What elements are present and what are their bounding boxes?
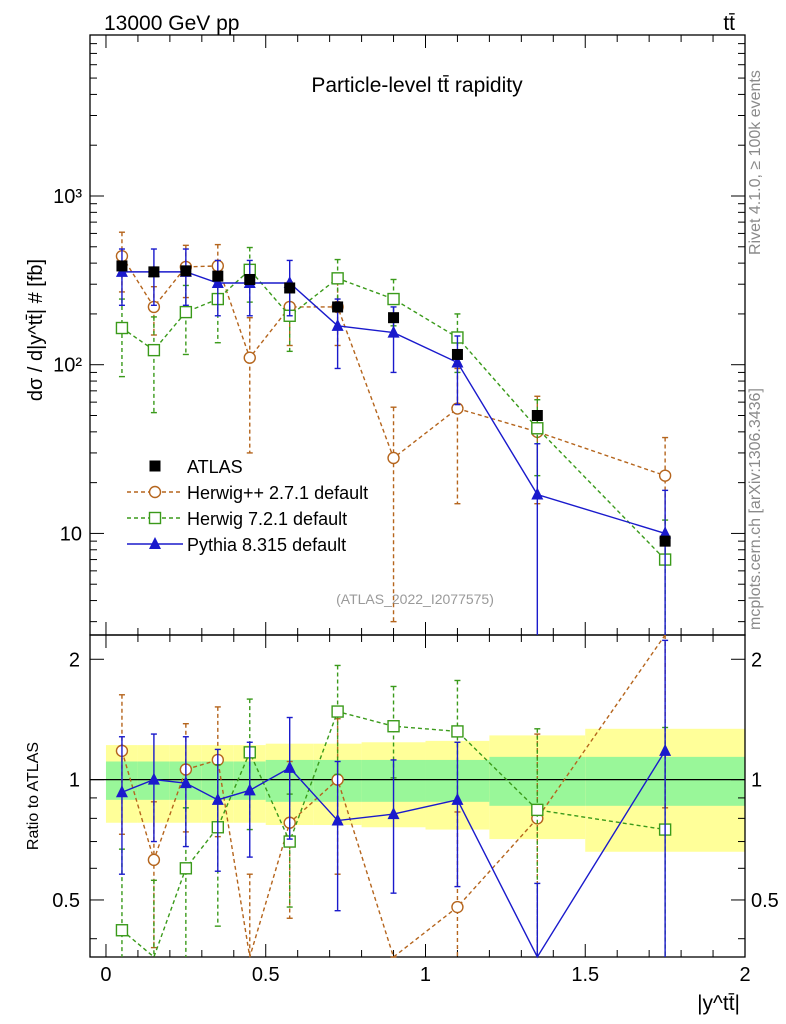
legend-label: ATLAS	[187, 457, 243, 477]
ratio-point	[115, 924, 129, 937]
data-point	[211, 276, 224, 289]
ratio-tick-label: 1	[69, 770, 80, 792]
data-point	[212, 270, 224, 282]
data-point	[451, 355, 464, 368]
x-tick-label: 0.5	[252, 964, 280, 986]
ratio-point	[387, 720, 400, 733]
legend-marker	[149, 460, 161, 472]
legend-marker	[149, 537, 161, 549]
data-point	[284, 282, 296, 294]
legend-entry: ATLAS	[149, 457, 243, 477]
ratio-axis-label: Ratio to ATLAS	[25, 742, 42, 850]
ratio-point	[283, 760, 296, 773]
data-point	[331, 318, 344, 331]
data-point	[115, 321, 129, 335]
data-point	[148, 266, 160, 278]
y-tick-label: 10³	[53, 186, 82, 208]
y-tick-label: 10²	[53, 355, 82, 377]
ratio-point	[115, 785, 128, 798]
data-point	[531, 409, 543, 421]
data-point	[659, 526, 672, 539]
legend-entry: Pythia 8.315 default	[127, 535, 346, 555]
data-point	[244, 273, 256, 285]
data-point	[147, 343, 161, 357]
data-point	[116, 260, 128, 272]
ratio-point	[331, 705, 344, 718]
ratio-tick-label: 2	[751, 649, 762, 671]
ratio-panel-frame	[89, 634, 746, 958]
ratio-point	[451, 900, 464, 914]
energy-label: 13000 GeV pp	[104, 12, 239, 35]
analysis-id: (ATLAS_2022_I2077575)	[336, 591, 494, 607]
ratio-point	[179, 776, 192, 789]
ratio-point	[451, 725, 464, 738]
axes-frame: 0 0.5 1 1.5 2 10 10² 10³ 0.5 0.5 1 1 2 2	[52, 34, 779, 986]
ratio-point	[179, 862, 193, 875]
data-point	[387, 325, 400, 338]
legend-entry: Herwig 7.2.1 default	[127, 509, 347, 529]
ratio-point	[243, 783, 256, 796]
data-point	[658, 469, 672, 482]
process-label: tt̄	[723, 12, 735, 35]
ratio-point	[147, 853, 161, 867]
chart-title: Particle-level tt̄ rapidity	[311, 74, 523, 97]
ratio-tick-label: 0.5	[751, 890, 779, 912]
legend: ATLAS Herwig++ 2.7.1 default Herwig 7.2.1 …	[127, 457, 368, 555]
ratio-point	[387, 807, 400, 820]
data-point	[243, 351, 256, 364]
legend-marker	[148, 511, 162, 525]
data-point	[387, 292, 400, 306]
legend-entry: Herwig++ 2.7.1 default	[127, 483, 368, 503]
data-point	[659, 535, 671, 547]
data-point	[388, 312, 400, 324]
y-axis-label: dσ / d|y^tt̄| # [fb]	[25, 259, 47, 401]
y-tick-label: 10	[60, 523, 82, 545]
ratio-point	[211, 792, 224, 805]
series-line	[121, 255, 666, 477]
ratio-tick-label: 1	[751, 770, 762, 792]
data-point	[531, 487, 544, 500]
ratio-tick-label: 0.5	[52, 890, 80, 912]
x-tick-label: 1.5	[571, 964, 599, 986]
ratio-point	[451, 792, 464, 805]
uncertainty-band	[105, 728, 745, 852]
data-point	[179, 305, 193, 319]
x-tick-label: 1	[420, 964, 431, 986]
data-point	[387, 451, 400, 465]
legend-label: Pythia 8.315 default	[187, 535, 346, 555]
series-atlas	[116, 260, 671, 547]
x-tick-label: 2	[739, 964, 750, 986]
data-point	[180, 265, 192, 277]
ratio-point	[331, 813, 344, 826]
data-point	[451, 348, 463, 360]
legend-marker	[148, 485, 162, 499]
data-point	[331, 272, 344, 285]
data-series	[115, 231, 672, 959]
ratio-point	[531, 803, 544, 817]
x-axis-label: |y^tt̄|	[697, 992, 740, 1015]
data-point	[332, 301, 344, 313]
ratio-point	[659, 743, 672, 756]
legend-label: Herwig++ 2.7.1 default	[187, 483, 368, 503]
data-point	[531, 422, 544, 435]
ratio-tick-label: 2	[69, 649, 80, 671]
legend-label: Herwig 7.2.1 default	[187, 509, 347, 529]
rivet-version-label: Rivet 4.1.0, ≥ 100k events	[747, 70, 764, 255]
mcplots-label: mcplots.cern.ch [arXiv:1306.3436]	[747, 388, 764, 630]
x-tick-label: 0	[100, 964, 111, 986]
ratio-point	[147, 772, 160, 785]
